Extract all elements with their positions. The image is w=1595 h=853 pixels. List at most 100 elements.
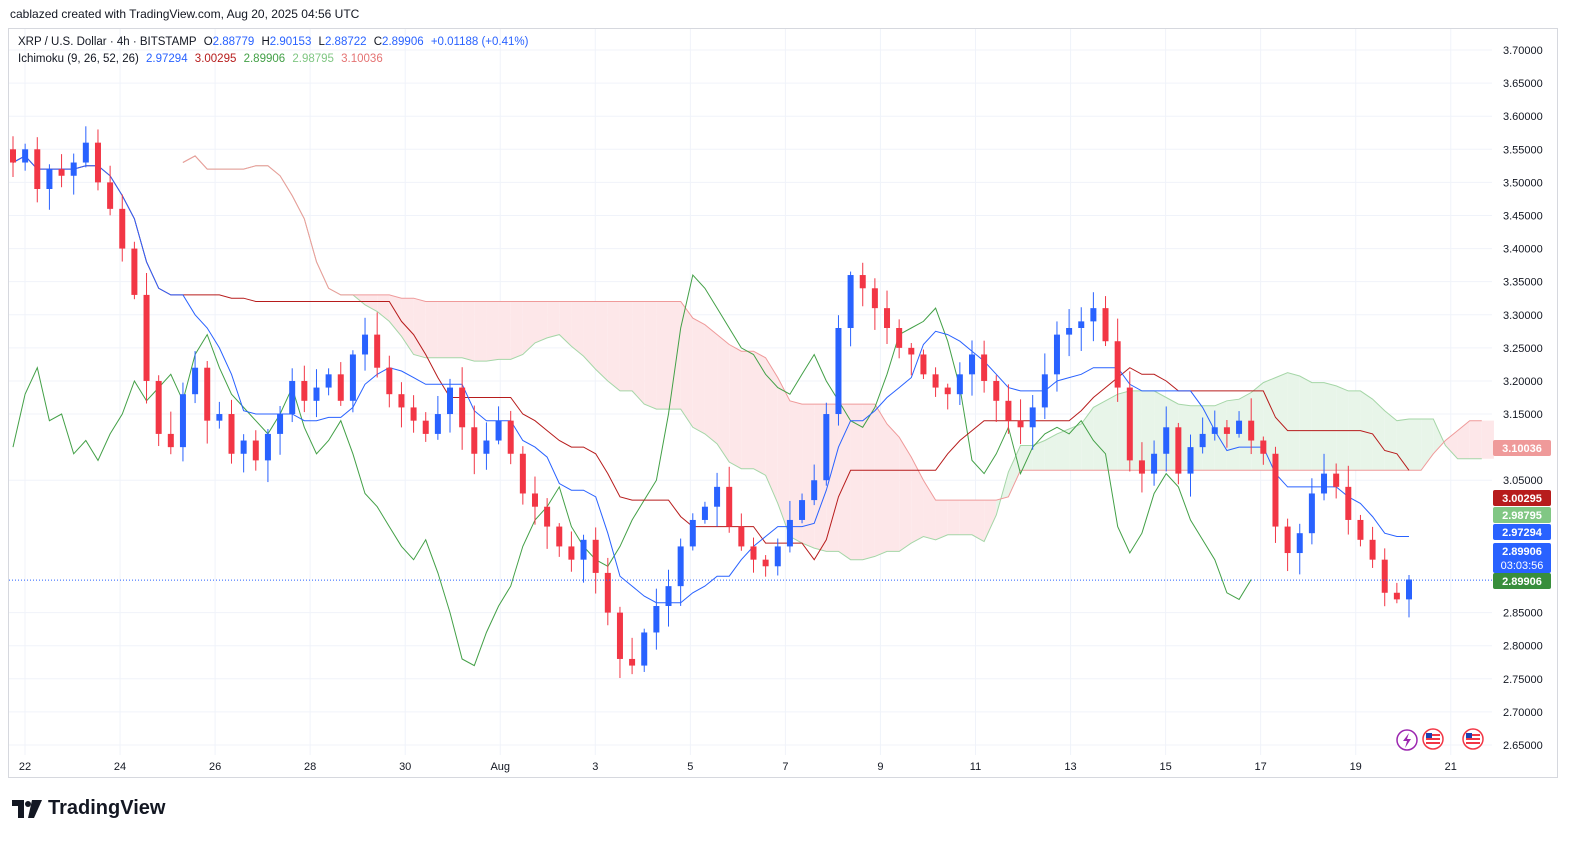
tradingview-logo[interactable]: TradingView: [12, 797, 165, 820]
candle-body: [1066, 328, 1073, 335]
cloud-segment: [680, 301, 693, 428]
candle-body: [544, 506, 551, 527]
candle-body: [616, 612, 623, 659]
us-flag-event-icon[interactable]: [1462, 728, 1484, 750]
x-tick-label: 9: [877, 761, 883, 773]
cloud-segment: [1069, 423, 1082, 471]
cloud-segment: [935, 500, 948, 540]
us-flag-event-icon[interactable]: [1422, 728, 1444, 750]
candle-body: [774, 546, 781, 567]
candle-body: [762, 559, 769, 567]
y-tick-label: 3.60000: [1503, 111, 1543, 123]
cloud-segment: [1154, 390, 1167, 471]
price-tags: 3.10036 3.00295 2.98795 2.97294 2.89906 03:03…: [1493, 440, 1551, 589]
candle-body: [434, 414, 441, 434]
candle-body: [82, 142, 89, 163]
cloud-segment: [583, 301, 596, 370]
candle-body: [228, 414, 235, 454]
candle-body: [1078, 321, 1085, 328]
cloud-segment: [619, 301, 633, 391]
candle-body: [1260, 440, 1267, 454]
lightning-event-icon[interactable]: [1396, 729, 1418, 751]
price-tag-label: 3.10036: [1502, 443, 1542, 455]
candle-body: [374, 334, 381, 368]
cloud-segment: [559, 301, 572, 347]
x-tick-label: 30: [399, 761, 411, 773]
cloud-segment: [802, 404, 815, 549]
candle-body: [34, 149, 41, 189]
price-tag-bg: [1493, 440, 1551, 456]
cloud-segment: [437, 301, 451, 358]
candle-body: [920, 354, 927, 375]
indicator-name[interactable]: Ichimoku (9, 26, 52, 26): [18, 53, 139, 65]
cloud-segment: [741, 351, 754, 469]
cloud-segment: [1081, 407, 1094, 471]
leading-span-b-value: 3.10036: [341, 53, 383, 65]
candle-body: [277, 414, 284, 434]
base-line-value: 3.00295: [194, 53, 237, 65]
leading-span-b: [182, 155, 1482, 501]
candle-body: [1406, 579, 1412, 600]
cloud-segment: [1190, 405, 1203, 471]
symbol-name[interactable]: XRP / U.S. Dollar · 4h · BITSTAMP: [18, 36, 197, 48]
candle-body: [58, 169, 65, 176]
candle-body: [179, 394, 186, 448]
leading-span-a-value: 2.98795: [292, 53, 334, 65]
cloud-segment: [789, 400, 803, 544]
cloud-segment: [474, 301, 487, 362]
cloud-segment: [899, 437, 912, 552]
cloud-segment: [632, 301, 645, 405]
cloud-segment: [826, 404, 839, 552]
x-tick-label: 19: [1350, 761, 1362, 773]
price-tag: 2.89906: [1493, 573, 1551, 589]
event-icons: [1396, 728, 1484, 751]
price-chart[interactable]: 2.65000 2.70000 2.75000 2.80000 2.85000 3.050…: [0, 0, 1595, 790]
x-tick-label: 24: [114, 761, 126, 773]
tradingview-logo-text: TradingView: [48, 797, 166, 819]
candle-body: [337, 374, 344, 401]
cloud-segment: [959, 500, 972, 535]
candle-body: [264, 433, 271, 461]
cloud-segment: [425, 301, 438, 358]
candle-body: [689, 519, 696, 547]
cloud-segment: [1263, 377, 1276, 471]
candle-body: [362, 334, 369, 355]
y-tick-label: 3.05000: [1503, 475, 1543, 487]
time-axis: 22 24 26 28 30 Aug 3 5 7 9 11 13 15 17 19 21: [19, 761, 1457, 773]
candle-body: [70, 162, 77, 176]
candle-body: [835, 328, 842, 415]
y-tick-label: 3.45000: [1503, 210, 1543, 222]
candle-body: [22, 149, 29, 163]
cloud-segment: [1481, 420, 1494, 459]
candle-body: [568, 546, 575, 560]
candle-body: [398, 394, 405, 408]
cloud-segment: [595, 301, 608, 381]
candle-body: [811, 480, 818, 501]
candle-body: [131, 248, 138, 295]
candle-body: [750, 546, 757, 560]
price-tag-bg: [1493, 507, 1551, 523]
cloud-segment: [522, 301, 535, 355]
cloud-segment: [413, 298, 426, 358]
y-tick-label: 3.70000: [1503, 45, 1543, 57]
candle-body: [143, 294, 150, 381]
price-tag-bg: [1493, 524, 1551, 540]
price-tag: 3.00295: [1493, 490, 1551, 506]
candle-body: [289, 380, 296, 415]
candle-body: [349, 354, 356, 401]
x-tick-label: 22: [19, 761, 31, 773]
candle-body: [1126, 387, 1133, 461]
cloud-segment: [1469, 420, 1482, 459]
y-tick-label: 2.65000: [1503, 740, 1543, 752]
candle-body: [677, 546, 684, 587]
candle-body: [94, 142, 101, 183]
candle-body: [1296, 533, 1303, 554]
cloud-segment: [1360, 390, 1373, 471]
cloud-segment: [717, 334, 730, 463]
candle-body: [592, 539, 599, 573]
cloud-segment: [923, 480, 936, 540]
candle-body: [192, 367, 199, 395]
cloud-segment: [887, 423, 900, 552]
candle-body: [519, 453, 526, 494]
candle-body: [1053, 334, 1060, 375]
